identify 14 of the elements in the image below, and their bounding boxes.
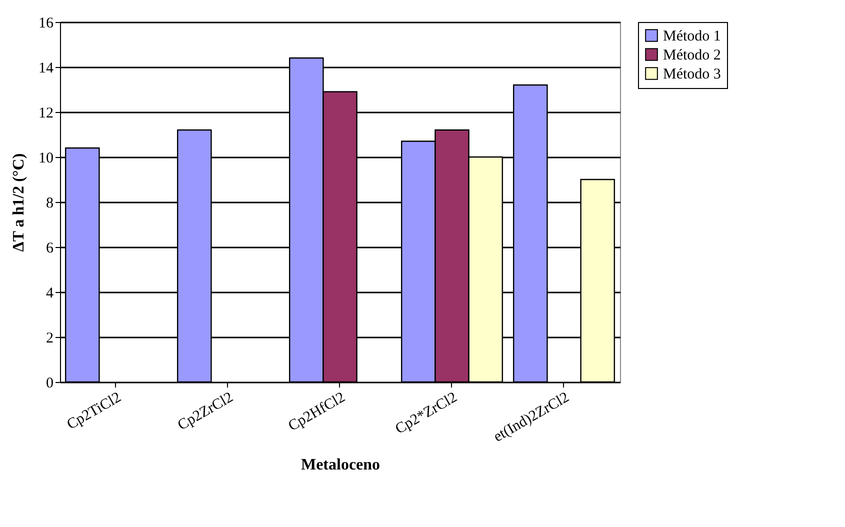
legend-label: Método 2 xyxy=(663,48,721,64)
y-tick-label: 6 xyxy=(46,240,54,256)
y-tick-label: 10 xyxy=(38,150,54,166)
y-tick-label: 14 xyxy=(38,60,54,76)
y-tick-label: 16 xyxy=(38,16,54,32)
x-axis-title: Metaloceno xyxy=(300,456,380,474)
y-tick-label: 12 xyxy=(38,106,54,122)
y-tick-label: 8 xyxy=(46,196,54,212)
y-axis-title: ΔT a h1/2 (°C) xyxy=(10,153,28,252)
y-tick-label: 4 xyxy=(46,286,54,302)
y-tick-label: 2 xyxy=(46,330,54,346)
legend-label: Método 3 xyxy=(663,66,721,82)
y-tick-label: 0 xyxy=(46,376,54,392)
legend-label: Método 1 xyxy=(663,28,721,44)
